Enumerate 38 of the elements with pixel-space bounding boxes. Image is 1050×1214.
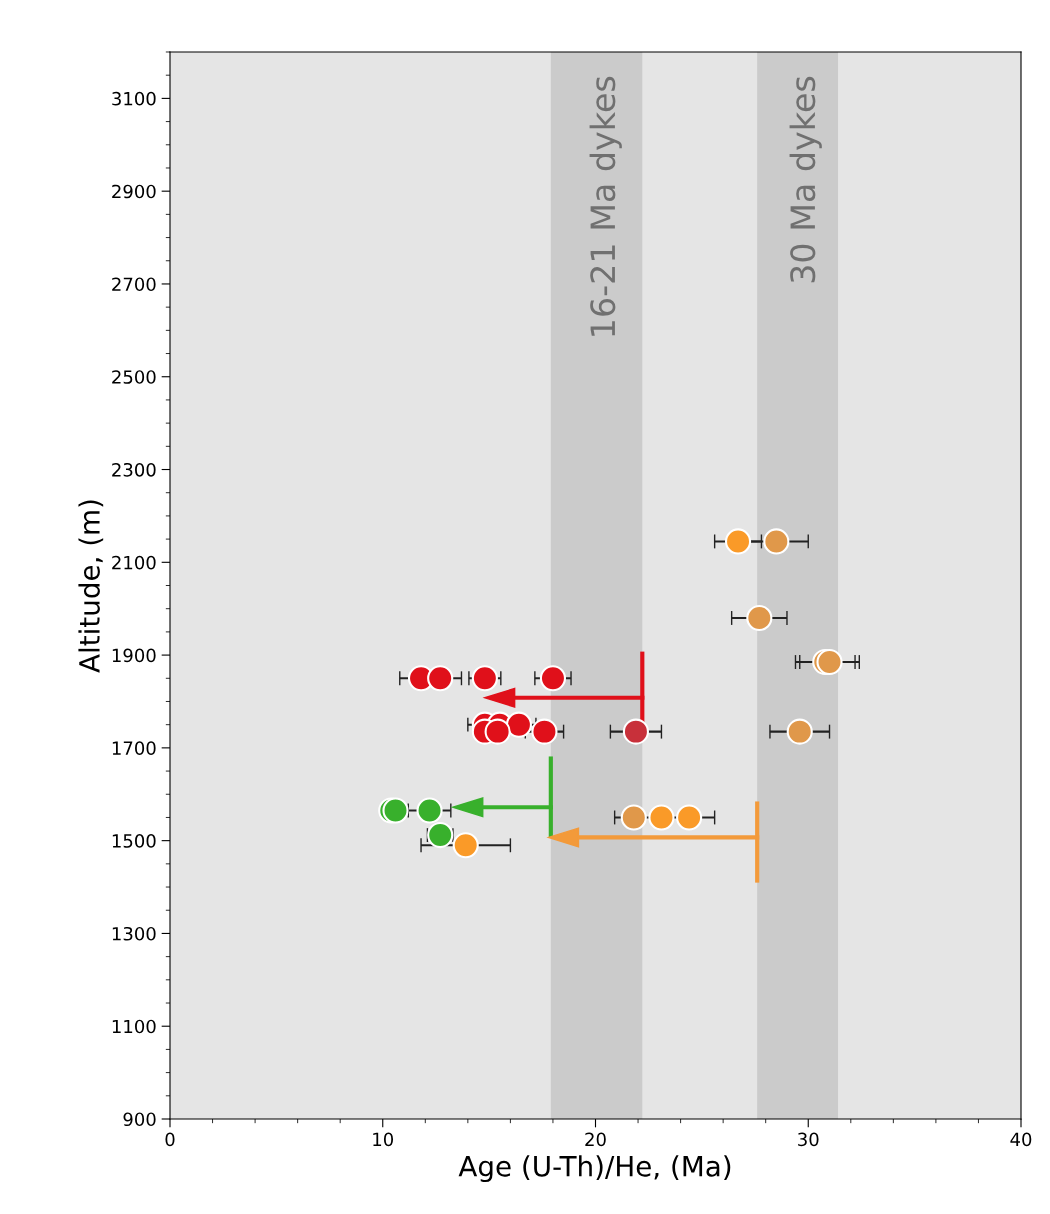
y-tick-label: 2300 [112, 462, 156, 477]
x-tick-label: 0 [165, 1132, 175, 1147]
point [620, 804, 647, 831]
point [471, 665, 498, 692]
y-tick-label: 3100 [112, 91, 156, 106]
point [427, 665, 454, 692]
point [763, 528, 790, 555]
band-label: 16-21 Ma dykes [589, 76, 622, 336]
point [724, 528, 752, 555]
y-tick-label: 2100 [112, 555, 156, 570]
y-tick-label: 1700 [112, 741, 156, 755]
point [648, 804, 675, 831]
point [452, 832, 479, 859]
y-tick-label: 1500 [112, 834, 156, 848]
x-axis-title: Age (U-Th)/He, (Ma) [458, 1155, 731, 1183]
point [539, 665, 567, 692]
point [786, 718, 813, 745]
y-tick-label: 1100 [112, 1019, 156, 1034]
x-tick-label: 20 [585, 1132, 606, 1147]
y-tick-label: 1900 [112, 648, 156, 663]
x-tick-label: 30 [798, 1132, 819, 1147]
point [484, 718, 511, 745]
y-tick-label: 2900 [112, 184, 156, 199]
point [622, 718, 649, 745]
x-tick-label: 10 [373, 1132, 394, 1147]
y-tick-label: 2500 [112, 370, 156, 384]
y-tick-label: 2700 [112, 277, 156, 292]
y-tick-label: 1300 [112, 926, 156, 941]
point [416, 797, 443, 824]
band-label: 30 Ma dykes [789, 76, 822, 283]
x-tick-label: 40 [1010, 1132, 1032, 1147]
point [505, 711, 532, 738]
point [676, 804, 703, 831]
point [746, 604, 773, 632]
point [427, 822, 454, 849]
y-tick-label: 900 [123, 1112, 156, 1127]
y-axis-title: Altitude, (m) [78, 500, 104, 673]
point [531, 718, 558, 745]
